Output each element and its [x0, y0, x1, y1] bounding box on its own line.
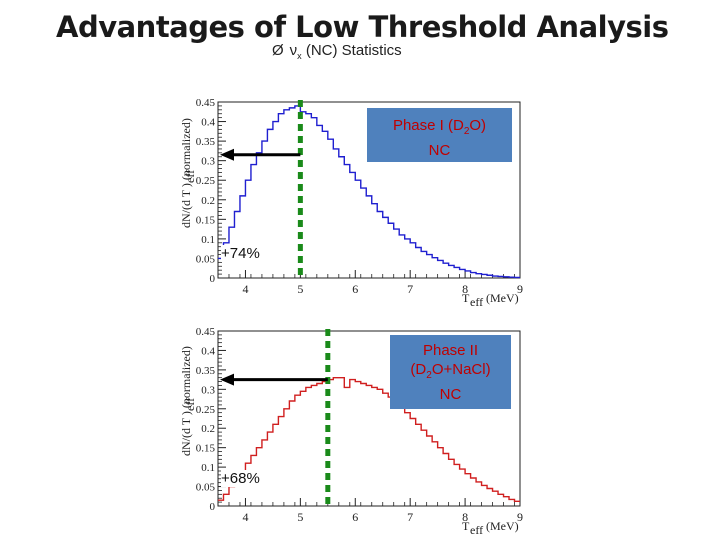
x-axis-label: T [462, 291, 470, 305]
slide-title: Advantages of Low Threshold Analysis [56, 10, 669, 44]
y-tick-label: 0.2 [201, 195, 215, 207]
phase1-percent-label: +74% [221, 245, 260, 262]
y-tick-label: 0.1 [201, 234, 215, 246]
y-tick-label: 0.2 [201, 423, 215, 435]
y-tick-label: 0.15 [196, 443, 216, 455]
y-axis-label-sub: eff [183, 170, 197, 183]
y-tick-label: 0 [210, 273, 216, 285]
y-tick-label: 0.35 [196, 365, 216, 377]
x-axis-label-unit: (MeV) [486, 519, 519, 533]
y-axis-label: dN/(d T ) (normalized) [179, 118, 193, 228]
x-tick-label: 5 [297, 510, 303, 524]
x-tick-label: 8 [462, 282, 468, 296]
bullet-arrow-icon: Ø [272, 42, 284, 59]
x-axis-label: T [462, 519, 470, 533]
plot-frame [217, 330, 521, 507]
x-tick-label: 6 [352, 282, 358, 296]
plot-phase2: 0 0.05 0.1 0.15 0.2 0.25 0.3 0.35 0.4 0.45 4 5 6 7 8 9 T… [179, 326, 523, 537]
y-tick-label: 0.15 [196, 214, 216, 226]
phase2-label-line3: NC [439, 386, 462, 403]
phase1-label-sub: 2 [463, 126, 470, 137]
x-tick-label: 7 [407, 510, 413, 524]
subtitle-nu: ν [289, 42, 298, 59]
y-tick-label: 0.3 [201, 384, 215, 396]
y-tick-label: 0.3 [201, 156, 215, 168]
x-axis-label-unit: (MeV) [486, 291, 519, 305]
x-tick-label: 7 [407, 282, 413, 296]
y-tick-label: 0.4 [201, 345, 215, 357]
phase2-label-line2b: O+NaCl) [431, 361, 491, 378]
phase2-label-sub: 2 [426, 370, 432, 381]
phase1-label-line1: Phase I (D [392, 117, 464, 134]
phase1-label-box: Phase I (D2O) NC [367, 108, 512, 162]
x-tick-label: 5 [297, 282, 303, 296]
phase1-label-line2: NC [428, 142, 451, 159]
x-tick-label: 8 [462, 510, 468, 524]
y-tick-label: 0 [210, 501, 216, 513]
x-tick-label: 4 [242, 510, 248, 524]
x-tick-label: 9 [517, 510, 523, 524]
y-tick-label: 0.35 [196, 136, 216, 148]
y-tick-label: 0.4 [201, 117, 215, 129]
y-tick-label: 0.1 [201, 462, 215, 474]
x-axis-label-sub: eff [470, 295, 483, 309]
x-tick-label: 6 [352, 510, 358, 524]
plot-phase1: 0 0.05 0.1 0.15 0.2 0.25 0.3 0.35 0.4 0.45 4 5 6 7 8 9 T… [179, 97, 523, 309]
y-tick-label: 0.45 [196, 326, 216, 338]
phase2-label-box: Phase II (D2O+NaCl) NC [390, 335, 511, 409]
series-histogram [218, 376, 520, 503]
phase2-label-line2a: (D [410, 361, 427, 378]
y-tick-label: 0.25 [196, 175, 216, 187]
subtitle-sub: x [297, 51, 302, 61]
phase1-label-line1-end: O) [469, 117, 487, 134]
threshold-arrow-head [220, 373, 234, 386]
y-tick-label: 0.45 [196, 97, 216, 109]
x-axis-label-sub: eff [470, 523, 483, 537]
phase2-label-line1: Phase II [422, 342, 479, 359]
threshold-arrow-head [220, 148, 234, 161]
subtitle-rest: (NC) Statistics [301, 42, 402, 59]
y-tick-label: 0.05 [196, 253, 216, 265]
y-tick-label: 0.05 [196, 482, 216, 494]
y-tick-label: 0.25 [196, 404, 216, 416]
series-histogram [218, 105, 520, 279]
y-axis-label: dN/(d T ) (normalized) [179, 346, 193, 456]
x-tick-label: 4 [242, 282, 248, 296]
phase2-percent-label: +68% [221, 470, 260, 487]
plot-frame [217, 101, 521, 279]
x-tick-label: 9 [517, 282, 523, 296]
y-axis-label-sub: eff [183, 398, 197, 411]
